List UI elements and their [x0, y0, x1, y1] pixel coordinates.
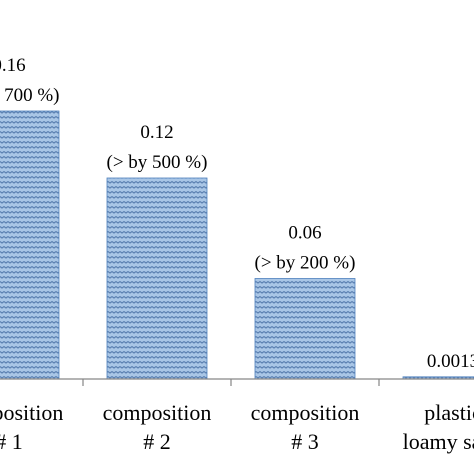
x-tick-label-2-line-1: composition: [103, 400, 212, 425]
data-label-2-line-2: (> by 500 %): [107, 152, 208, 173]
x-tick-label-4-line-1: plastic: [424, 400, 474, 425]
bar-1: [0, 110, 60, 380]
x-axis: [0, 378, 474, 386]
data-labels: 0.16 (> by 700 %) 0.12 (> by 500 %) 0.06 (> b…: [0, 55, 474, 372]
bar-2: [106, 177, 208, 380]
x-tick-label-1-line-1: composition: [0, 400, 63, 425]
data-label-3-line-1: 0.06: [288, 223, 321, 244]
x-tick-label-4-line-2: loamy sand: [403, 429, 474, 454]
x-tick-labels: composition # 1 composition # 2 composition #…: [0, 400, 474, 454]
bars-layer: [0, 110, 474, 380]
x-tick-label-3-line-1: composition: [251, 400, 360, 425]
x-tick-label-2-line-2: # 2: [143, 429, 171, 454]
data-label-1-line-1: 0.16: [0, 55, 26, 76]
x-tick-label-3-line-2: # 3: [291, 429, 319, 454]
data-label-1-line-2: (> by 700 %): [0, 85, 59, 106]
data-label-3-line-2: (> by 200 %): [255, 253, 356, 274]
x-tick-label-1-line-2: # 1: [0, 429, 23, 454]
data-label-4-line-1: 0.0013: [427, 351, 474, 372]
data-label-2-line-1: 0.12: [140, 122, 173, 143]
bar-3: [254, 278, 356, 380]
